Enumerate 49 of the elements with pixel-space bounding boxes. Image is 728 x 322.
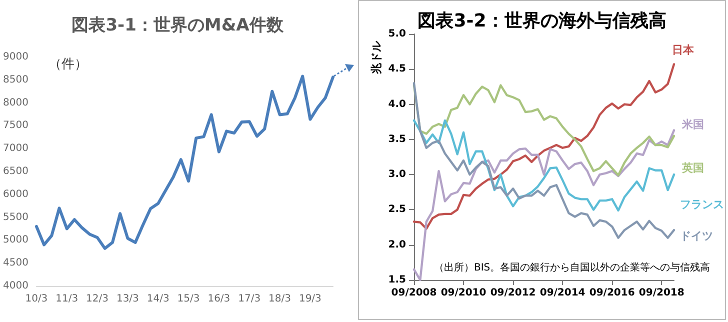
y-tick-label: 4.0	[388, 98, 406, 110]
y-tick-label: 8000	[2, 97, 28, 108]
y-tick-label: 1.5	[388, 274, 406, 286]
x-tick-label: 09/2016	[589, 288, 635, 298]
x-tick-label: 09/2014	[540, 288, 586, 298]
x-tick-label: 19/3	[298, 294, 322, 304]
line-series	[412, 63, 676, 230]
y-tick-label: 2.5	[388, 204, 406, 216]
x-tick-label: 18/3	[268, 294, 292, 304]
x-tick-label: 11/3	[56, 294, 78, 304]
y-tick-label: 7500	[2, 120, 28, 132]
series-label: 日本	[672, 44, 695, 57]
series-label: ドイツ	[680, 230, 713, 243]
y-tick-label: 7000	[2, 143, 28, 154]
y-tick-label: 4500	[2, 258, 28, 269]
y-axis-title: （件）	[48, 57, 88, 72]
y-tick-label: 4.5	[388, 64, 406, 75]
x-tick-label: 09/2008	[391, 288, 437, 298]
y-tick-label: 5000	[2, 234, 28, 246]
x-tick-label: 09/2012	[490, 288, 536, 298]
chart-title: 図表3-2：世界の海外与信残高	[418, 10, 666, 32]
y-tick-label: 4000	[2, 280, 28, 292]
x-tick-label: 17/3	[238, 294, 261, 304]
annotation: （出所）BIS。各国の銀行から自国以外の企業等への与信残高	[434, 262, 710, 274]
x-tick-label: 14/3	[146, 294, 170, 304]
y-axis-title: 兆ドル	[370, 40, 383, 75]
y-tick-label: 9000	[2, 52, 28, 62]
line-series	[412, 84, 676, 176]
y-tick-label: 6500	[2, 166, 28, 177]
y-tick-label: 3.0	[388, 169, 406, 180]
y-tick-label: 3.5	[388, 134, 406, 145]
x-tick-label: 09/2018	[638, 288, 684, 298]
y-tick-label: 5.0	[388, 28, 406, 40]
line-series	[412, 82, 676, 239]
series-label: フランス	[680, 198, 724, 212]
x-tick-label: 16/3	[208, 294, 230, 304]
x-tick-label: 15/3	[177, 294, 200, 304]
series-label: 英国	[681, 161, 704, 174]
y-tick-label: 5500	[2, 212, 28, 223]
y-tick-label: 8500	[2, 74, 28, 86]
line-series	[412, 119, 676, 212]
series-label: 米国	[681, 118, 704, 131]
chart-title: 図表3-1：世界のM&A件数	[72, 16, 284, 36]
x-tick-label: 13/3	[116, 294, 139, 304]
x-tick-label: 10/3	[25, 294, 48, 304]
x-tick-label: 09/2010	[440, 288, 486, 298]
x-tick-label: 12/3	[86, 294, 109, 304]
y-tick-label: 2.0	[388, 239, 406, 250]
y-tick-label: 6000	[2, 188, 28, 200]
